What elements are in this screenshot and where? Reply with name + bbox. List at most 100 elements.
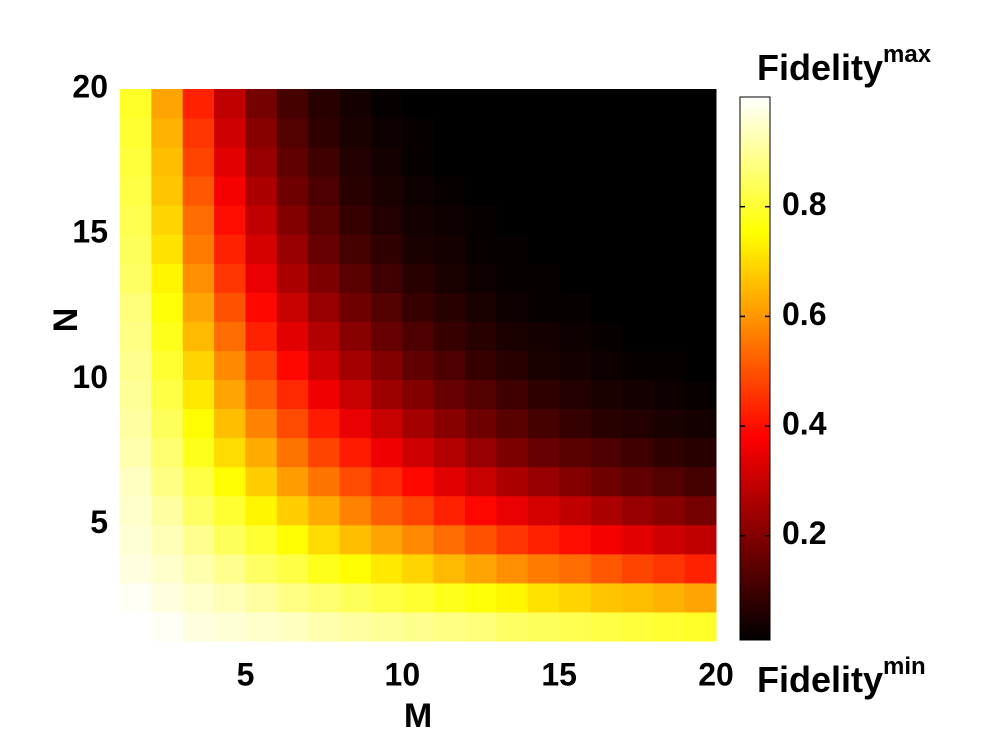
heatmap-cell (559, 350, 592, 381)
heatmap-cell (276, 118, 309, 148)
heatmap-cell (182, 176, 215, 206)
heatmap-cell (590, 582, 623, 613)
colorbar-label-top: Fidelitymax (757, 41, 932, 87)
heatmap-cell (402, 408, 435, 439)
heatmap-cell (214, 89, 246, 119)
heatmap-cell (120, 553, 152, 584)
heatmap-cell (433, 408, 466, 439)
heatmap-cell (496, 147, 529, 177)
heatmap-cell (151, 408, 184, 439)
heatmap-cell (120, 408, 152, 439)
heatmap-cell (151, 437, 184, 468)
heatmap-cell (245, 205, 278, 235)
heatmap-cell (339, 553, 372, 584)
heatmap-cell (339, 234, 372, 264)
heatmap-cell (182, 205, 215, 235)
heatmap-cell (590, 524, 623, 555)
heatmap-cell (621, 234, 654, 264)
heatmap-cell (621, 292, 654, 322)
heatmap-cell (559, 524, 592, 555)
heatmap-cell (370, 582, 403, 613)
heatmap-cell (151, 495, 184, 526)
y-tick-label: 20 (72, 68, 108, 104)
heatmap-cell (245, 553, 278, 584)
heatmap-cell (684, 321, 717, 351)
heatmap-cell (308, 176, 341, 206)
heatmap-cell (151, 582, 184, 613)
heatmap-cell (182, 234, 215, 264)
heatmap-cell (559, 234, 592, 264)
heatmap-cell (465, 437, 497, 468)
heatmap-cell (653, 321, 686, 351)
heatmap-cell (653, 466, 686, 497)
heatmap-cell (120, 263, 152, 293)
heatmap-cell (120, 118, 152, 148)
colorbar-label-text: Fidelity (757, 659, 883, 700)
heatmap-cell (370, 89, 403, 119)
heatmap-cell (276, 147, 309, 177)
heatmap-cell (402, 582, 435, 613)
heatmap-cell (559, 321, 592, 351)
heatmap-cell (433, 553, 466, 584)
heatmap-cell (245, 379, 278, 410)
heatmap-cell (151, 379, 184, 410)
heatmap-cell (496, 89, 529, 119)
heatmap-cell (653, 437, 686, 468)
heatmap-cell (339, 118, 372, 148)
heatmap-cell (684, 495, 717, 526)
heatmap-cell (684, 350, 717, 381)
heatmap-cell (527, 611, 560, 642)
heatmap-cell (653, 89, 686, 119)
heatmap-cell (559, 89, 592, 119)
heatmap-cell (151, 118, 184, 148)
heatmap-cell (402, 234, 435, 264)
heatmap-cell (590, 118, 623, 148)
heatmap-cell (527, 553, 560, 584)
heatmap-cell (182, 466, 215, 497)
heatmap-cell (559, 495, 592, 526)
heatmap-cell (182, 408, 215, 439)
heatmap-cell (621, 350, 654, 381)
heatmap-cell (621, 205, 654, 235)
heatmap-cell (527, 408, 560, 439)
heatmap-cell (339, 611, 372, 642)
heatmap-cell (684, 147, 717, 177)
heatmap-cell (151, 147, 184, 177)
heatmap-cell (433, 118, 466, 148)
heatmap-cell (276, 582, 309, 613)
heatmap-cell (559, 379, 592, 410)
heatmap-cell (214, 553, 246, 584)
heatmap-cell (151, 176, 184, 206)
heatmap-cell (214, 350, 246, 381)
heatmap-cell (433, 437, 466, 468)
heatmap-cell (433, 350, 466, 381)
heatmap-cell (151, 234, 184, 264)
heatmap-cell (308, 263, 341, 293)
heatmap-cell (276, 437, 309, 468)
heatmap-cell (433, 466, 466, 497)
heatmap-cell (496, 611, 529, 642)
heatmap-cell (684, 118, 717, 148)
heatmap-cell (370, 205, 403, 235)
heatmap-cell (402, 611, 435, 642)
colorbar-label-sup: max (883, 41, 932, 68)
colorbar-label-sup: min (883, 653, 926, 680)
x-tick-label: 10 (385, 656, 421, 692)
heatmap-cell (402, 437, 435, 468)
heatmap-cell (245, 176, 278, 206)
heatmap-cell (214, 437, 246, 468)
heatmap-cell (433, 147, 466, 177)
heatmap-cell (559, 147, 592, 177)
heatmap-cell (496, 118, 529, 148)
heatmap-cell (308, 321, 341, 351)
heatmap-cell (370, 437, 403, 468)
heatmap-cell (214, 379, 246, 410)
heatmap-cell (684, 524, 717, 555)
heatmap-cell (214, 321, 246, 351)
heatmap-cell (370, 350, 403, 381)
heatmap-cell (182, 495, 215, 526)
heatmap-cell (339, 524, 372, 555)
colorbar-tick-label: 0.8 (782, 186, 826, 222)
heatmap-cell (370, 611, 403, 642)
heatmap-cell (245, 292, 278, 322)
